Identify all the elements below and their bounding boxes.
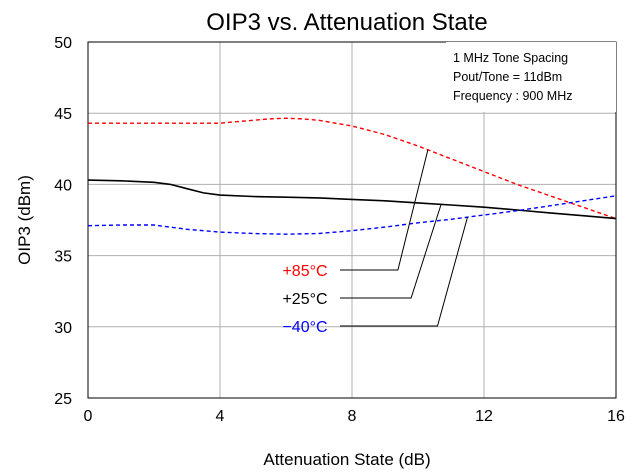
- y-tick-label: 25: [54, 391, 72, 408]
- annotation-pout: Pout/Tone = 11dBm: [453, 70, 562, 84]
- leader-line-0: [340, 149, 429, 271]
- annotation-tone-spacing: 1 MHz Tone Spacing: [453, 51, 568, 65]
- x-tick-label: 16: [607, 408, 625, 425]
- leader-line-2: [340, 217, 468, 327]
- y-tick-label: 45: [54, 106, 72, 123]
- series-label-2: −40°C: [282, 319, 327, 336]
- x-tick-label: 12: [475, 408, 493, 425]
- leader-line-1: [340, 204, 442, 299]
- annotation-frequency: Frequency : 900 MHz: [453, 89, 573, 103]
- y-axis-label: OIP3 (dBm): [15, 175, 34, 265]
- y-tick-label: 35: [54, 249, 72, 266]
- x-axis-label: Attenuation State (dB): [263, 450, 430, 469]
- plot-area-border: [87, 41, 617, 399]
- annotation-box: 1 MHz Tone Spacing Pout/Tone = 11dBm Fre…: [446, 42, 616, 112]
- x-tick-label: 0: [84, 408, 93, 425]
- series-line-0: [88, 117, 617, 220]
- y-tick-label: 50: [54, 35, 72, 52]
- series-label-0: +85°C: [282, 263, 327, 280]
- series-layer: [87, 117, 617, 235]
- x-tick-label: 8: [348, 408, 357, 425]
- chart-title: OIP3 vs. Attenuation State: [206, 9, 488, 36]
- tick-labels: 0 4 8 12 16 25 30 35 40 45 50: [54, 35, 625, 425]
- leader-lines: [340, 149, 468, 327]
- y-tick-label: 40: [54, 177, 72, 194]
- y-tick-label: 30: [54, 320, 72, 337]
- series-line-2: [87, 195, 617, 235]
- series-labels: +85°C +25°C −40°C: [282, 263, 327, 336]
- x-tick-label: 4: [216, 408, 225, 425]
- annotation-box-background: [446, 42, 616, 112]
- series-label-1: +25°C: [282, 291, 327, 308]
